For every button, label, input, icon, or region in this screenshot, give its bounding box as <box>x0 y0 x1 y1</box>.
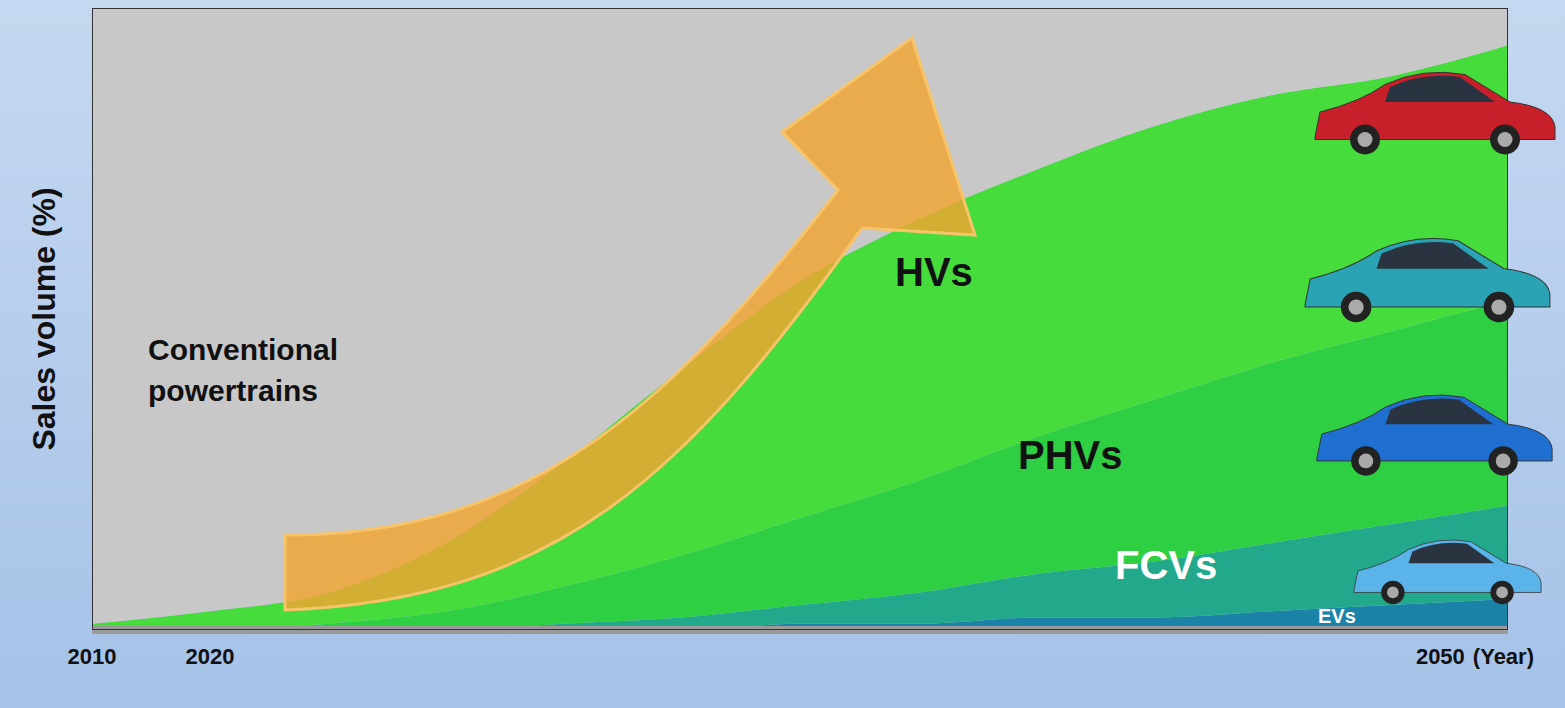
html-text:FCVs: FCVs <box>1115 543 1218 587</box>
html-text:Sales volume (%): Sales volume (%) <box>25 187 62 451</box>
html-text:HVs: HVs <box>895 250 973 294</box>
html-text:PHVs: PHVs <box>1018 433 1123 477</box>
html-text:Conventional powertrains: Conventional powertrains <box>148 333 338 407</box>
html-text:EVs: EVs <box>1318 605 1356 627</box>
svg-text:2050(Year): 2050(Year) <box>1416 644 1534 669</box>
svg-text:2010: 2010 <box>68 644 117 669</box>
svg-text:2020: 2020 <box>186 644 235 669</box>
